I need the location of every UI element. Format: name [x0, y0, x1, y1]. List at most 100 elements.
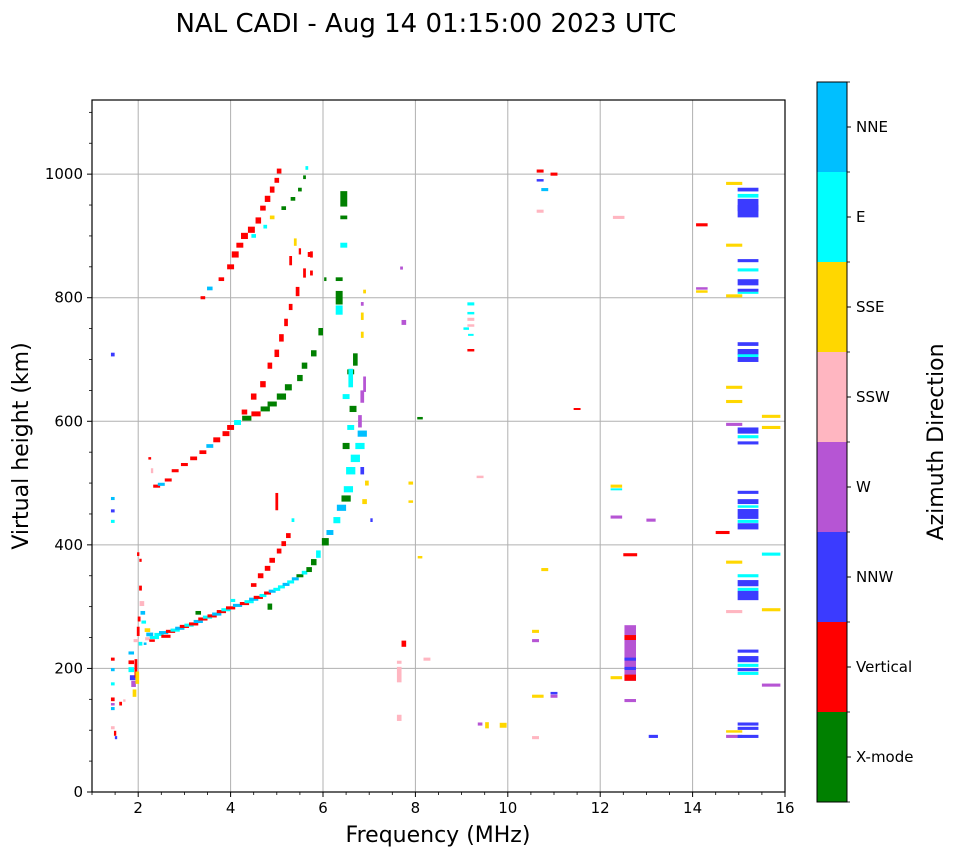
echo-nnw — [737, 427, 759, 434]
echo-e — [737, 587, 759, 591]
echo-w — [624, 625, 637, 681]
echo-vertical — [139, 558, 142, 562]
echo-nnw — [624, 657, 637, 661]
echo-vertical — [161, 634, 171, 638]
echo-vertical — [137, 616, 141, 622]
echo-nne — [357, 430, 367, 437]
echo-vertical — [269, 186, 275, 193]
echo-e — [737, 574, 759, 578]
echo-vertical — [216, 610, 226, 614]
echo-e — [141, 620, 147, 624]
echo-w — [550, 694, 558, 698]
echo-x-mode — [306, 567, 312, 573]
echo-nnw — [737, 441, 759, 445]
echo-vertical — [276, 548, 282, 554]
y-axis-ticks: 0 200 400 600 800 1000 — [45, 111, 92, 801]
echo-e — [333, 517, 341, 524]
echo-vertical — [198, 617, 208, 621]
echo-vertical — [281, 541, 287, 547]
echo-vertical — [148, 457, 152, 460]
echo-x-mode — [324, 277, 327, 282]
x-tick-label: 4 — [226, 799, 236, 817]
echo-nnw — [737, 279, 759, 286]
echo-vertical — [624, 674, 637, 681]
echo-w — [696, 287, 708, 290]
echo-vertical — [401, 640, 407, 647]
echo-sse — [417, 555, 423, 559]
y-tick-label: 600 — [54, 412, 83, 430]
echo-nne — [146, 632, 154, 637]
echo-nnw — [536, 179, 544, 182]
echo-vertical — [250, 393, 257, 400]
echo-nnw — [737, 523, 759, 530]
grid-lines — [92, 100, 785, 792]
echo-x-mode — [297, 374, 303, 382]
echo-x-mode — [276, 393, 287, 400]
echo-x-mode — [340, 215, 348, 220]
echo-x-mode — [349, 405, 357, 413]
echo-nne — [158, 631, 169, 635]
echo-x-mode — [335, 290, 343, 305]
echo-nne — [232, 603, 243, 607]
echo-nnw — [737, 342, 759, 346]
echo-ssw — [423, 657, 431, 661]
echo-x-mode — [335, 277, 343, 282]
echo-w — [624, 699, 637, 703]
echo-vertical — [110, 697, 115, 702]
echo-nne — [326, 530, 334, 535]
echo-e — [355, 442, 365, 450]
echo-vertical — [264, 591, 272, 595]
colorbar-swatch-e — [817, 172, 847, 262]
echo-ssw — [726, 610, 743, 614]
echo-sse — [532, 694, 544, 698]
echo-nnw — [110, 352, 115, 357]
echo-e — [291, 518, 295, 522]
echo-x-mode — [310, 350, 317, 357]
echo-nne — [336, 504, 347, 511]
echo-sse — [532, 629, 539, 633]
echo-nnw — [737, 490, 759, 494]
echo-sse — [610, 484, 623, 488]
echo-e — [343, 486, 354, 493]
echo-sse — [485, 722, 489, 729]
echo-vertical — [149, 639, 155, 642]
echo-vertical — [284, 318, 288, 327]
echo-sse — [499, 722, 507, 728]
echo-sse — [541, 568, 549, 572]
echo-nnw — [737, 205, 759, 218]
echo-vertical — [264, 195, 271, 202]
colorbar-swatch-ssw — [817, 352, 847, 442]
echo-vertical — [536, 169, 544, 173]
x-axis-ticks: 2 4 6 8 10 12 14 16 — [91, 792, 795, 817]
echo-e — [737, 519, 759, 523]
echo-nne — [212, 612, 222, 616]
echo-nnw — [737, 509, 759, 519]
echo-vertical — [200, 296, 206, 300]
echo-vertical — [137, 552, 140, 556]
echo-nnw — [114, 736, 118, 740]
echo-vertical — [236, 242, 244, 248]
echo-vertical — [257, 573, 264, 579]
echo-sse — [610, 676, 623, 680]
colorbar-label-nne: NNE — [856, 118, 888, 136]
echo-vertical — [240, 232, 248, 240]
colorbar-label-ssw: SSW — [856, 388, 890, 406]
echo-e — [347, 424, 355, 430]
colorbar-swatch-vertical — [817, 622, 847, 712]
echo-nne — [206, 444, 214, 448]
echo-w — [401, 319, 407, 325]
echo-sse — [144, 628, 151, 632]
echo-vertical — [255, 217, 262, 224]
echo-e — [737, 268, 759, 272]
echo-w — [646, 518, 656, 522]
echo-vertical — [199, 450, 207, 455]
x-tick-label: 2 — [133, 799, 143, 817]
echo-vertical — [573, 408, 581, 411]
echo-vertical — [128, 660, 135, 665]
echo-e — [128, 667, 135, 673]
y-axis-label: Virtual height (km) — [9, 342, 34, 549]
echo-sse — [363, 289, 366, 294]
echo-sse — [132, 689, 137, 697]
echo-x-mode — [301, 362, 308, 369]
